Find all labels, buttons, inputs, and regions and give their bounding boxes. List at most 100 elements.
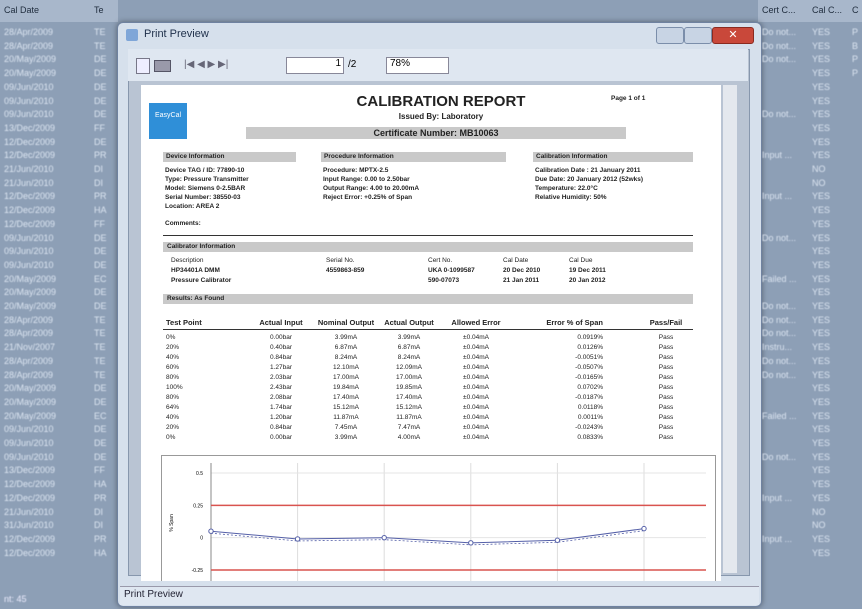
cell: Do not... [762, 301, 796, 311]
cell: YES [812, 246, 830, 256]
cell: Input ... [762, 191, 792, 201]
zoom-select[interactable]: 78% [386, 57, 449, 74]
table-cell: 64% [166, 404, 226, 411]
table-cell: 11.87mA [316, 414, 376, 421]
maximize-button[interactable] [684, 27, 712, 44]
table-cell: Pass [636, 424, 696, 431]
cell: Do not... [762, 315, 796, 325]
cell: 09/Jun/2010 [4, 109, 54, 119]
cell: 12/Dec/2009 [4, 205, 55, 215]
table-header: Allowed Error [446, 307, 506, 327]
cell: YES [812, 424, 830, 434]
window-icon [126, 29, 138, 41]
close-button[interactable]: ✕ [712, 27, 754, 44]
table-header: Cal Date [503, 257, 528, 264]
table-header: Actual Input [251, 307, 311, 327]
cell: YES [812, 301, 830, 311]
cell: PR [94, 534, 107, 544]
page-nav[interactable]: |◀ ◀ ▶ ▶| [184, 59, 228, 70]
cell: 12/Dec/2009 [4, 493, 55, 503]
cell: HA [94, 548, 107, 558]
cell: 28/Apr/2009 [4, 315, 53, 325]
cell: Input ... [762, 534, 792, 544]
table-cell: 2.43bar [251, 384, 311, 391]
print-icon[interactable] [154, 60, 171, 72]
cell: 20/May/2009 [4, 397, 56, 407]
cell: Do not... [762, 356, 796, 366]
cell: Failed ... [762, 274, 797, 284]
cell: YES [812, 342, 830, 352]
table-cell: Pass [636, 334, 696, 341]
table-cell: 21 Jan 2011 [503, 277, 539, 284]
table-cell: 3.99mA [316, 334, 376, 341]
cell: 09/Jun/2010 [4, 438, 54, 448]
cell: YES [812, 27, 830, 37]
table-cell: 20% [166, 424, 226, 431]
cell: DE [94, 397, 107, 407]
table-cell: 80% [166, 394, 226, 401]
point [642, 526, 646, 530]
cell: Do not... [762, 109, 796, 119]
y-tick-label: 0.25 [193, 503, 203, 509]
minimize-button[interactable] [656, 27, 684, 44]
cell: DE [94, 260, 107, 270]
cell: YES [812, 41, 830, 51]
cell: DI [94, 164, 103, 174]
table-cell: ±0.04mA [446, 404, 506, 411]
table-cell: 0.0702% [543, 384, 603, 391]
table-cell: 7.47mA [379, 424, 439, 431]
certificate-number: Certificate Number: MB10063 [373, 128, 498, 138]
table-cell: -0.0243% [543, 424, 603, 431]
cell: 21/Jun/2010 [4, 164, 54, 174]
cell: 28/Apr/2009 [4, 27, 53, 37]
section-line: Model: Siemens 0-2.5BAR [165, 185, 245, 192]
cell: 12/Dec/2009 [4, 219, 55, 229]
cell: DE [94, 424, 107, 434]
cell: YES [812, 191, 830, 201]
cell: Do not... [762, 233, 796, 243]
table-cell: 0% [166, 434, 226, 441]
cell: Do not... [762, 41, 796, 51]
cell: P [852, 27, 858, 37]
report-page: EasyCal CALIBRATION REPORT Issued By: La… [141, 85, 721, 581]
cell: TE [94, 370, 106, 380]
cell: YES [812, 548, 830, 558]
cell: Input ... [762, 150, 792, 160]
table-cell: 20% [166, 344, 226, 351]
table-cell: 0.0011% [543, 414, 603, 421]
table-cell: 60% [166, 364, 226, 371]
table-cell: ±0.04mA [446, 374, 506, 381]
table-cell: 100% [166, 384, 226, 391]
cell: Do not... [762, 370, 796, 380]
table-cell: 2.08bar [251, 394, 311, 401]
table-cell: 0.84bar [251, 354, 311, 361]
logo: EasyCal [149, 103, 187, 139]
table-cell: 15.12mA [316, 404, 376, 411]
cell: 20/May/2009 [4, 54, 56, 64]
cell: YES [812, 137, 830, 147]
cell: PR [94, 150, 107, 160]
cell: P [852, 68, 858, 78]
table-cell: Pressure Calibrator [171, 277, 231, 284]
cell: 09/Jun/2010 [4, 424, 54, 434]
cell: YES [812, 219, 830, 229]
y-tick-label: 0 [200, 536, 203, 542]
cell: YES [812, 438, 830, 448]
section-line: Due Date: 20 January 2012 (52wks) [535, 176, 643, 183]
table-cell: 8.24mA [379, 354, 439, 361]
scrollbar[interactable] [723, 85, 737, 573]
chart-frame [162, 456, 716, 582]
page-input[interactable]: 1 [286, 57, 344, 74]
table-cell: 590-07073 [428, 277, 459, 284]
table-cell: ±0.04mA [446, 354, 506, 361]
cell: 09/Jun/2010 [4, 260, 54, 270]
error-chart: 0.50.250-0.25% Span [161, 455, 716, 581]
export-icon[interactable] [136, 58, 150, 74]
cell: 20/May/2009 [4, 411, 56, 421]
cell: 12/Dec/2009 [4, 479, 55, 489]
cell: NO [812, 507, 826, 517]
cell: 28/Apr/2009 [4, 328, 53, 338]
cell: YES [812, 383, 830, 393]
point [209, 529, 213, 533]
table-cell: 0.0126% [543, 344, 603, 351]
